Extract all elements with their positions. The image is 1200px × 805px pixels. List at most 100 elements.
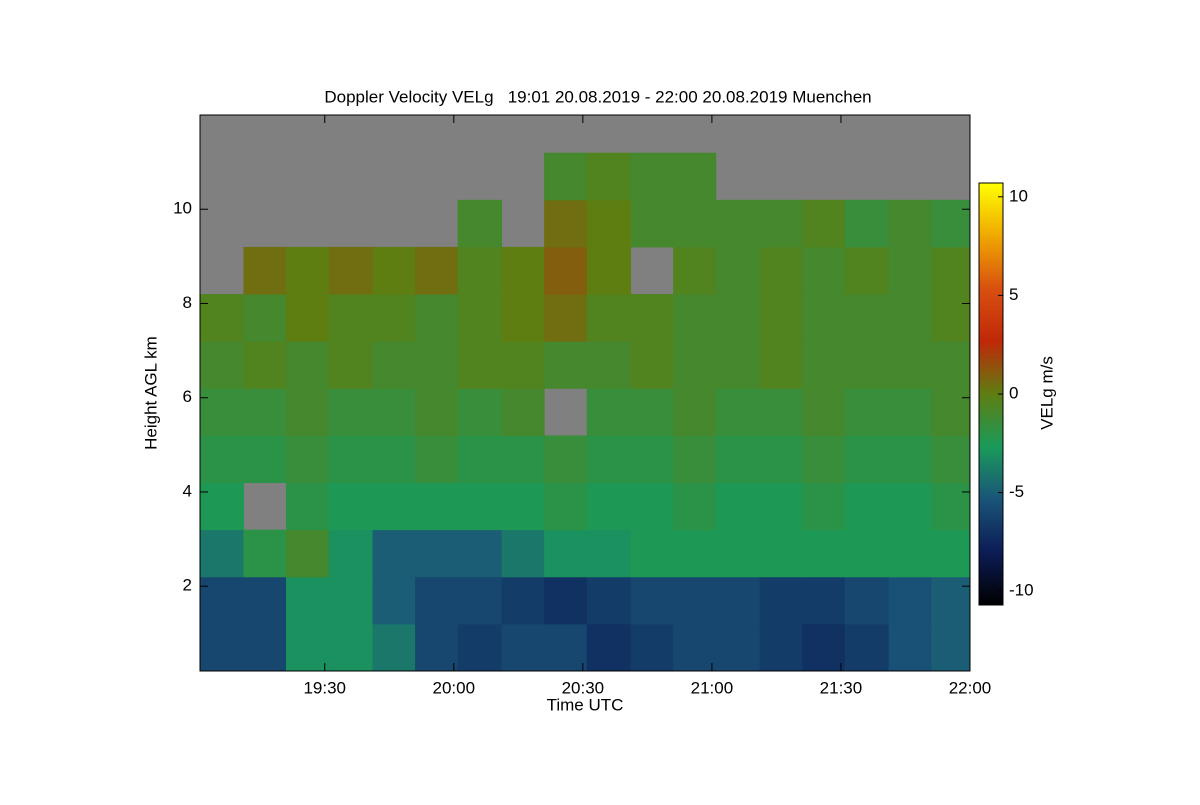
- heatmap-cell: [931, 576, 970, 625]
- heatmap-cell: [630, 435, 674, 484]
- colorbar-tick-label: 5: [1009, 285, 1018, 304]
- heatmap-cell: [844, 529, 890, 578]
- heatmap-cell: [844, 482, 890, 531]
- heatmap-cell: [586, 482, 632, 531]
- heatmap-cell: [372, 294, 416, 342]
- heatmap-cell: [931, 529, 970, 578]
- y-tick-label: 6: [183, 387, 192, 406]
- heatmap-cell: [802, 388, 846, 436]
- heatmap-cell: [802, 623, 846, 671]
- heatmap-cell: [457, 246, 503, 295]
- x-tick-label: 21:00: [691, 678, 734, 697]
- x-tick-label: 20:30: [562, 678, 605, 697]
- heatmap-cell: [931, 482, 970, 531]
- heatmap-cell: [759, 199, 803, 248]
- heatmap-cell: [673, 246, 717, 295]
- heatmap-cell: [888, 388, 932, 436]
- heatmap-cell: [673, 576, 717, 625]
- heatmap-cell: [457, 529, 503, 578]
- y-tick-label: 2: [183, 576, 192, 595]
- heatmap-cell: [243, 246, 287, 295]
- heatmap-cell: [759, 341, 803, 389]
- heatmap-cell: [759, 435, 803, 484]
- heatmap-cell: [673, 341, 717, 389]
- heatmap-cell: [544, 341, 588, 389]
- heatmap-cell: [328, 482, 373, 531]
- heatmap-cell: [715, 199, 761, 248]
- heatmap-cell: [673, 482, 717, 531]
- heatmap-cell: [844, 388, 890, 436]
- heatmap-cell: [501, 482, 545, 531]
- heatmap-cell: [200, 294, 244, 342]
- heatmap-cell: [630, 152, 674, 201]
- heatmap-cell: [415, 482, 459, 531]
- heatmap-cell: [544, 152, 588, 201]
- heatmap-cell: [586, 576, 632, 625]
- heatmap-cell: [586, 341, 632, 389]
- heatmap-cell: [415, 341, 459, 389]
- heatmap-cell: [586, 388, 632, 436]
- heatmap-cell: [243, 529, 287, 578]
- colorbar-label: VELg m/s: [1037, 356, 1056, 430]
- heatmap-cell: [759, 388, 803, 436]
- y-tick-label: 8: [183, 293, 192, 312]
- heatmap-cell: [931, 623, 970, 671]
- heatmap-cell: [586, 529, 632, 578]
- heatmap-cell: [844, 246, 890, 295]
- heatmap-cell: [715, 623, 761, 671]
- heatmap-cell: [630, 341, 674, 389]
- heatmap-cell: [630, 294, 674, 342]
- heatmap-cell: [501, 388, 545, 436]
- heatmap-cell: [200, 623, 244, 671]
- x-axis-label: Time UTC: [547, 695, 624, 714]
- y-axis-label: Height AGL km: [141, 336, 160, 450]
- heatmap-cell: [802, 294, 846, 342]
- heatmap-cell: [457, 294, 503, 342]
- heatmap-cell: [200, 435, 244, 484]
- heatmap-cell: [501, 623, 545, 671]
- heatmap-cell: [200, 482, 244, 531]
- heatmap-cell: [372, 482, 416, 531]
- heatmap-cell: [328, 388, 373, 436]
- heatmap-cell: [715, 482, 761, 531]
- heatmap-cell: [372, 246, 416, 295]
- heatmap-cell: [243, 623, 287, 671]
- heatmap-cell: [200, 529, 244, 578]
- heatmap-cell: [501, 435, 545, 484]
- heatmap-cell: [286, 482, 330, 531]
- heatmap-cell: [802, 199, 846, 248]
- heatmap-cell: [715, 388, 761, 436]
- heatmap-cell: [544, 623, 588, 671]
- heatmap-cell: [243, 576, 287, 625]
- heatmap-cell: [759, 576, 803, 625]
- heatmap-cell: [286, 529, 330, 578]
- heatmap-cell: [630, 623, 674, 671]
- heatmap-cell: [759, 482, 803, 531]
- heatmap-cell: [802, 482, 846, 531]
- heatmap-cell: [715, 576, 761, 625]
- heatmap-cell: [888, 482, 932, 531]
- heatmap-cell: [328, 294, 373, 342]
- heatmap-cell: [673, 623, 717, 671]
- heatmap-cell: [630, 388, 674, 436]
- x-tick-label: 20:00: [433, 678, 476, 697]
- heatmap-cell: [544, 529, 588, 578]
- heatmap-cell: [802, 529, 846, 578]
- heatmap-cell: [501, 294, 545, 342]
- heatmap-cell: [457, 482, 503, 531]
- heatmap-cell: [844, 576, 890, 625]
- heatmap-cell: [372, 435, 416, 484]
- heatmap-cell: [372, 623, 416, 671]
- heatmap-cell: [673, 152, 717, 201]
- heatmap-cell: [673, 388, 717, 436]
- heatmap-cell: [715, 246, 761, 295]
- heatmap-cell: [888, 294, 932, 342]
- plot-frame: [199, 114, 971, 672]
- heatmap-cell: [888, 199, 932, 248]
- heatmap-cell: [415, 294, 459, 342]
- heatmap-cell: [586, 294, 632, 342]
- heatmap-cell: [328, 341, 373, 389]
- heatmap-cell: [759, 246, 803, 295]
- heatmap-cell: [844, 435, 890, 484]
